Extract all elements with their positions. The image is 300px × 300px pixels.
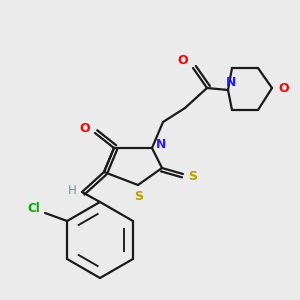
Text: H: H xyxy=(68,184,76,196)
Text: S: S xyxy=(134,190,143,203)
Text: Cl: Cl xyxy=(28,202,40,214)
Text: O: O xyxy=(279,82,289,94)
Text: O: O xyxy=(178,55,188,68)
Text: S: S xyxy=(188,169,197,182)
Text: N: N xyxy=(156,137,166,151)
Text: O: O xyxy=(80,122,90,136)
Text: N: N xyxy=(226,76,236,88)
